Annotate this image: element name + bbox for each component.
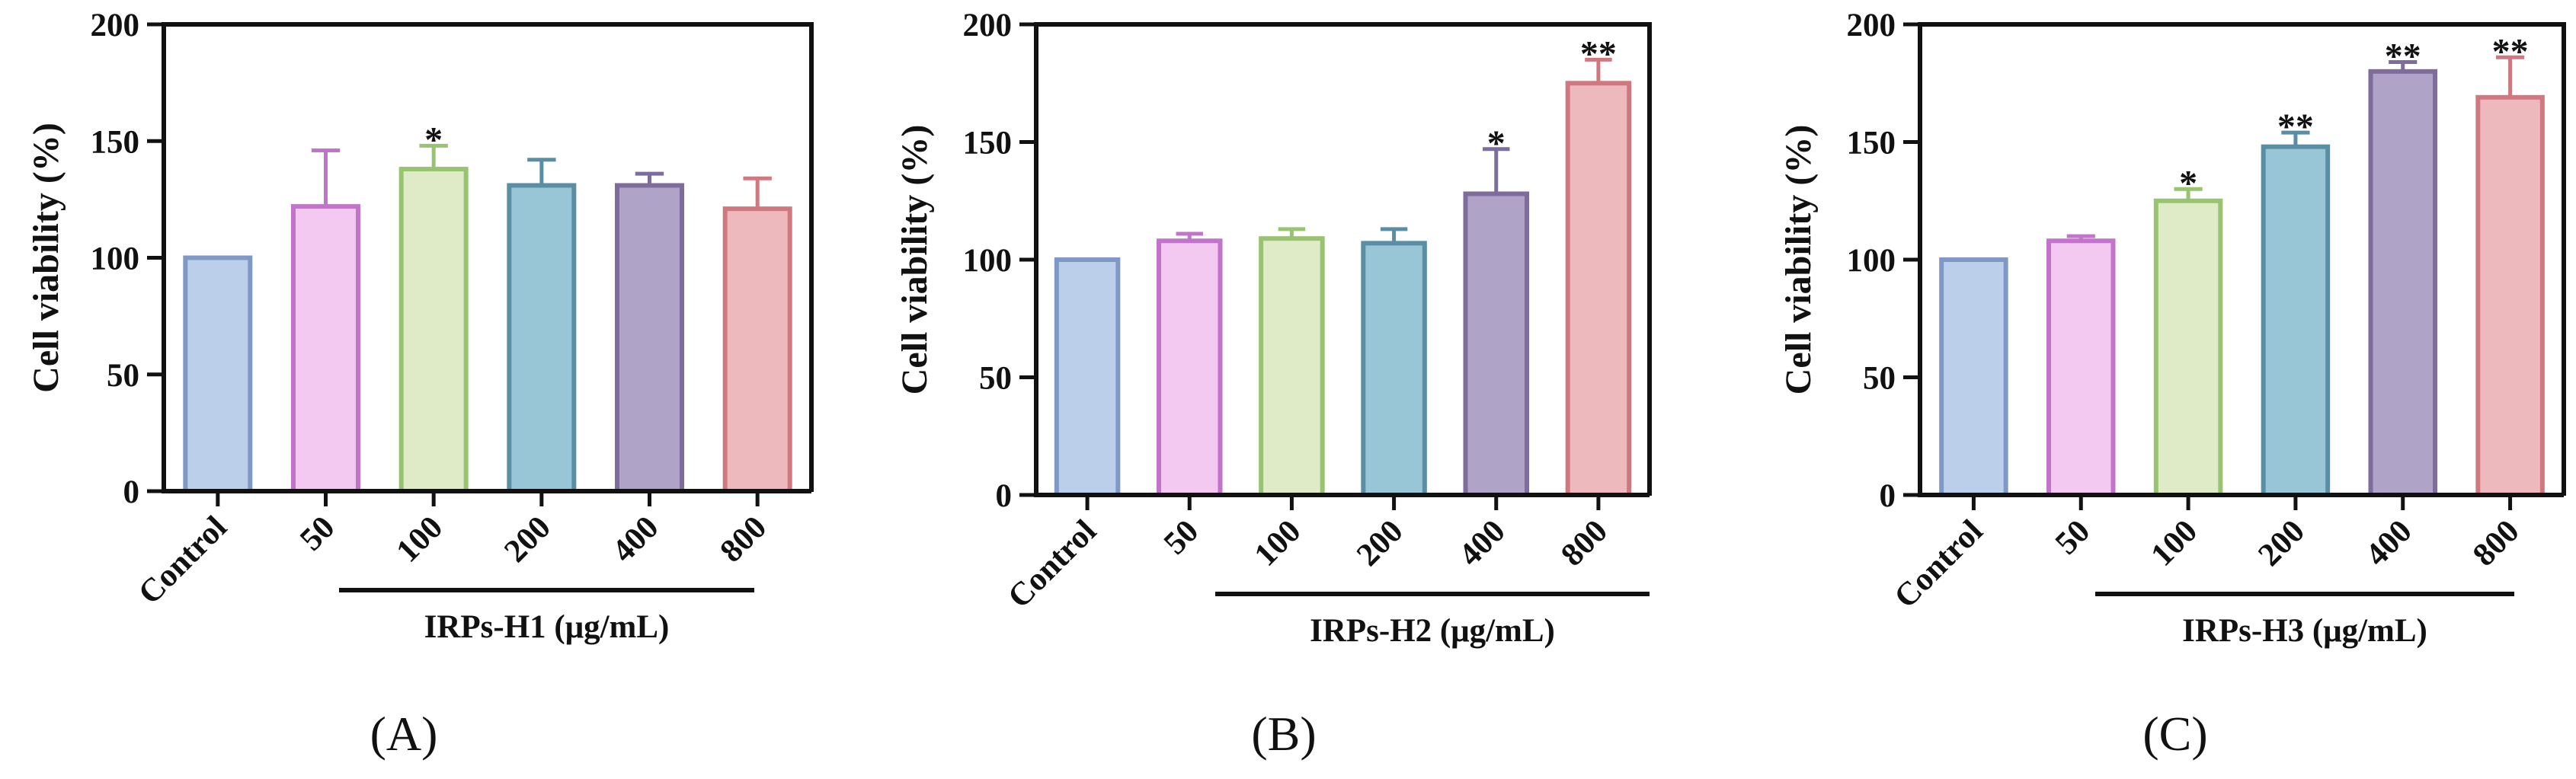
- y-axis-label: Cell viability (%): [1778, 125, 1819, 395]
- group-label: IRPs-H2 (μg/mL): [1310, 613, 1555, 649]
- y-tick-label: 50: [1863, 361, 1896, 397]
- bar: [2475, 94, 2545, 498]
- bar: [1259, 236, 1325, 497]
- bar: [615, 183, 684, 494]
- y-axis-label: Cell viability (%): [26, 123, 66, 393]
- y-axis-label: Cell viability (%): [894, 125, 935, 395]
- category-label: 100: [389, 509, 450, 570]
- category-label: 800: [713, 509, 773, 570]
- bar: [1565, 81, 1632, 497]
- y-tick-label: 200: [91, 8, 140, 43]
- panel-label: (B): [1251, 707, 1316, 761]
- bar: [1463, 191, 1529, 497]
- bar: [2046, 238, 2116, 497]
- y-tick-label: 50: [107, 358, 139, 394]
- y-tick-label: 200: [1847, 8, 1896, 43]
- category-label: 800: [2466, 513, 2526, 573]
- bar: [1361, 241, 1427, 497]
- bar: [2153, 198, 2223, 497]
- category-label: Control: [1887, 513, 1989, 615]
- category-label: 200: [2251, 513, 2312, 573]
- category-label: Control: [1001, 513, 1103, 615]
- bar: [507, 183, 577, 494]
- bar: [2368, 69, 2437, 498]
- category-label: Control: [132, 509, 234, 611]
- significance-marker: **: [2385, 36, 2421, 76]
- group-label: IRPs-H3 (μg/mL): [2182, 613, 2427, 649]
- panel-a: * 0 50 100 150 200 Cell viability (%) Control 50…: [26, 8, 814, 761]
- y-tick-label: 100: [91, 241, 140, 277]
- category-label: 100: [2144, 513, 2204, 573]
- significance-marker: *: [2179, 163, 2197, 203]
- bar: [1939, 257, 2008, 497]
- y-tick-label: 150: [91, 124, 140, 160]
- category-label: 400: [1452, 513, 1512, 573]
- significance-marker: **: [2492, 31, 2529, 72]
- category-label: 800: [1554, 513, 1614, 573]
- significance-marker: **: [2277, 107, 2314, 147]
- significance-marker: *: [1487, 123, 1506, 164]
- y-tick-label: 0: [1880, 478, 1896, 514]
- significance-marker: *: [424, 120, 443, 160]
- panel-label: (C): [2142, 707, 2207, 761]
- y-tick-label: 150: [963, 126, 1013, 161]
- y-tick-label: 100: [1847, 243, 1896, 279]
- y-tick-label: 0: [123, 474, 140, 510]
- category-label: 50: [293, 509, 342, 558]
- bar: [291, 204, 360, 493]
- y-tick-label: 200: [963, 8, 1013, 43]
- bar: [1054, 257, 1121, 497]
- category-label: 200: [498, 509, 558, 570]
- bar: [722, 206, 792, 493]
- bar: [398, 167, 469, 493]
- y-tick-label: 150: [1847, 126, 1896, 161]
- y-tick-label: 50: [979, 361, 1012, 397]
- bar: [183, 255, 253, 493]
- category-label: 50: [1157, 513, 1206, 562]
- category-label: 200: [1350, 513, 1410, 573]
- category-label: 50: [2049, 513, 2098, 562]
- y-tick-label: 0: [996, 478, 1013, 514]
- category-label: 400: [606, 509, 666, 570]
- bar: [2261, 144, 2331, 497]
- significance-marker: **: [1580, 34, 1617, 74]
- bar: [1157, 238, 1223, 497]
- category-label: 100: [1248, 513, 1308, 573]
- category-label: 400: [2359, 513, 2419, 573]
- panel-label: (A): [370, 707, 438, 761]
- group-label: IRPs-H1 (μg/mL): [424, 609, 670, 645]
- y-tick-label: 100: [963, 243, 1013, 279]
